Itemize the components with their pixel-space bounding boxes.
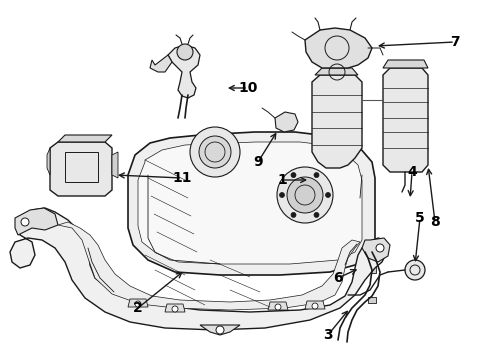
Text: 4: 4 bbox=[407, 165, 417, 179]
Circle shape bbox=[279, 193, 285, 198]
Circle shape bbox=[216, 326, 224, 334]
Circle shape bbox=[21, 218, 29, 226]
Circle shape bbox=[172, 306, 178, 312]
Polygon shape bbox=[10, 208, 388, 330]
Text: 1: 1 bbox=[277, 173, 287, 187]
Polygon shape bbox=[150, 55, 172, 72]
Circle shape bbox=[325, 193, 330, 198]
Circle shape bbox=[314, 172, 319, 177]
Polygon shape bbox=[268, 302, 288, 310]
Circle shape bbox=[291, 172, 296, 177]
Circle shape bbox=[275, 304, 281, 310]
Polygon shape bbox=[58, 135, 112, 142]
Polygon shape bbox=[165, 304, 185, 312]
Polygon shape bbox=[128, 299, 148, 307]
Text: 9: 9 bbox=[253, 155, 263, 169]
Polygon shape bbox=[128, 132, 375, 275]
Text: 11: 11 bbox=[172, 171, 192, 185]
Circle shape bbox=[287, 177, 323, 213]
Polygon shape bbox=[200, 325, 240, 335]
Circle shape bbox=[277, 167, 333, 223]
Circle shape bbox=[314, 212, 319, 217]
Polygon shape bbox=[112, 152, 118, 178]
Circle shape bbox=[291, 212, 296, 217]
Circle shape bbox=[177, 44, 193, 60]
Text: 10: 10 bbox=[238, 81, 258, 95]
Circle shape bbox=[312, 303, 318, 309]
Text: 3: 3 bbox=[323, 328, 333, 342]
Polygon shape bbox=[168, 45, 200, 98]
Circle shape bbox=[405, 260, 425, 280]
Circle shape bbox=[376, 244, 384, 252]
Text: 7: 7 bbox=[450, 35, 460, 49]
Bar bbox=[368, 267, 376, 273]
Text: 8: 8 bbox=[430, 215, 440, 229]
Circle shape bbox=[135, 301, 141, 307]
Polygon shape bbox=[47, 148, 50, 175]
Text: 2: 2 bbox=[133, 301, 143, 315]
Polygon shape bbox=[362, 238, 390, 262]
Polygon shape bbox=[305, 28, 372, 68]
Polygon shape bbox=[15, 208, 58, 235]
Polygon shape bbox=[275, 112, 298, 132]
Polygon shape bbox=[383, 60, 428, 68]
Polygon shape bbox=[50, 142, 112, 196]
Text: 6: 6 bbox=[333, 271, 343, 285]
Polygon shape bbox=[383, 68, 428, 172]
Bar bbox=[368, 297, 376, 303]
Polygon shape bbox=[138, 142, 362, 264]
Polygon shape bbox=[58, 222, 360, 310]
Text: 5: 5 bbox=[415, 211, 425, 225]
Polygon shape bbox=[305, 301, 325, 309]
Circle shape bbox=[190, 127, 240, 177]
Polygon shape bbox=[315, 68, 358, 75]
Polygon shape bbox=[312, 75, 362, 168]
Circle shape bbox=[199, 136, 231, 168]
